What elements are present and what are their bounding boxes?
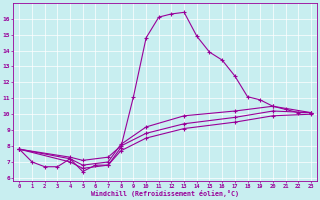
X-axis label: Windchill (Refroidissement éolien,°C): Windchill (Refroidissement éolien,°C) [91,190,239,197]
